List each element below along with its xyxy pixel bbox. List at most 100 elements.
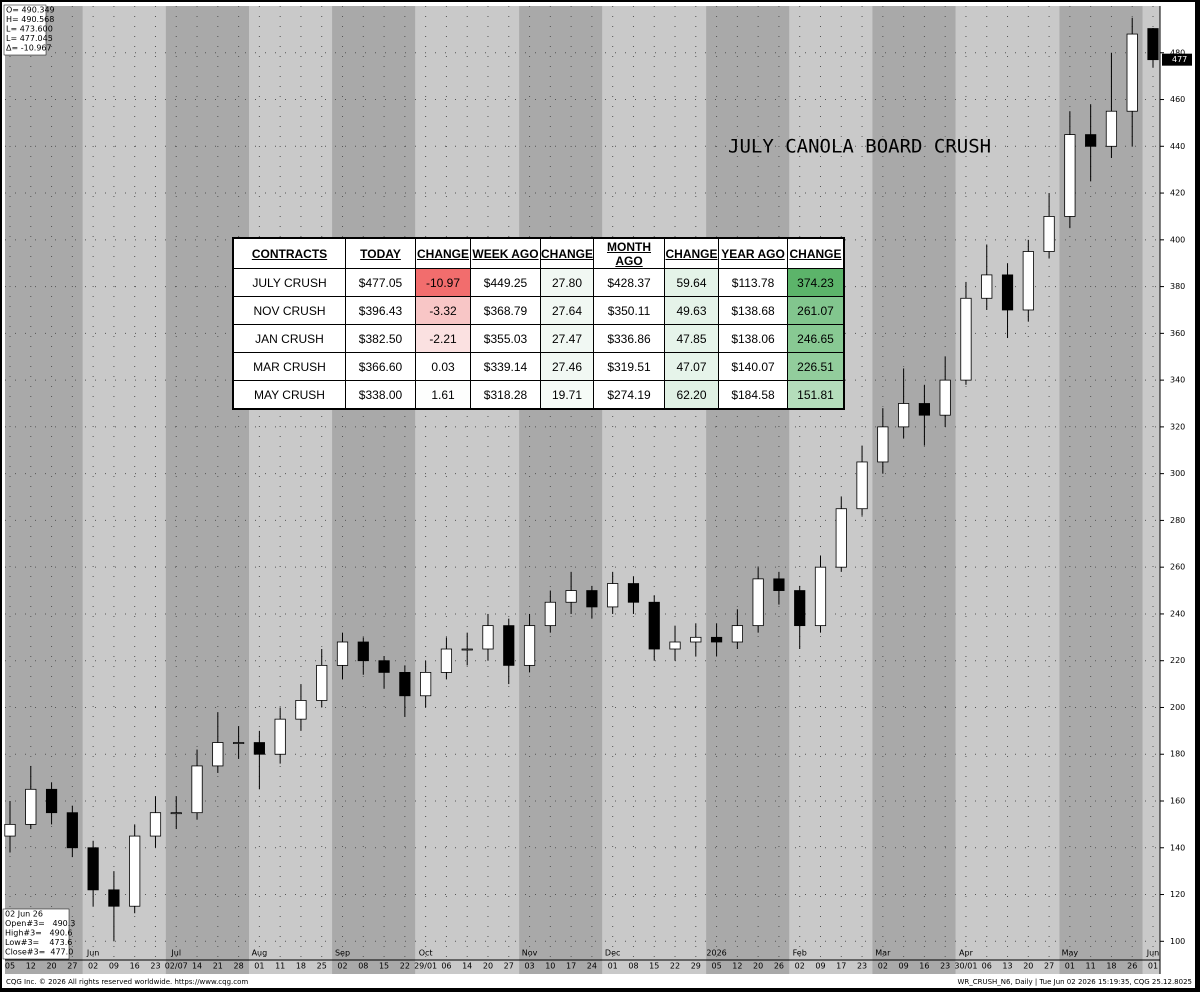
x-tick-label: 02 — [795, 962, 805, 971]
candle-body — [710, 636, 723, 643]
cell: $336.86 — [593, 324, 666, 353]
candle-body — [1147, 28, 1159, 61]
header-cell: TODAY — [345, 237, 416, 269]
candle-body — [586, 590, 598, 608]
x-tick-label: 12 — [732, 962, 742, 971]
candle-body — [918, 403, 930, 416]
x-tick-label: 02 — [878, 962, 888, 971]
x-tick-label: 20 — [46, 962, 56, 971]
header-cell: MONTH AGO — [593, 237, 666, 269]
x-tick-label: 01 — [1065, 962, 1075, 971]
candle-body — [877, 426, 889, 463]
candle-body — [752, 578, 764, 627]
x-tick-label: 18 — [296, 962, 306, 971]
x-tick-label: 05 — [711, 962, 721, 971]
cell: 59.64 — [664, 268, 720, 297]
candle-body — [1043, 216, 1055, 252]
x-tick-label: 15 — [649, 962, 659, 971]
y-tick-label: 200 — [1170, 703, 1185, 712]
candle-body — [690, 636, 702, 643]
row: NOV CRUSH $396.43 -3.32 $368.79 27.64 $350.11… — [232, 296, 845, 325]
y-tick-label: 260 — [1170, 563, 1185, 572]
x-tick-label: 06 — [982, 962, 992, 971]
cell: 62.20 — [664, 380, 720, 410]
cell: $428.37 — [593, 268, 666, 297]
cell: $140.07 — [718, 352, 789, 381]
candle-body — [461, 648, 473, 651]
candle-body — [835, 508, 847, 568]
chart-title: JULY CANOLA BOARD CRUSH — [728, 136, 991, 158]
candle-body — [212, 742, 224, 767]
cell: -10.97 — [415, 268, 471, 297]
cell: NOV CRUSH — [232, 296, 346, 325]
x-tick-label: 17 — [566, 962, 576, 971]
x-tick-label: 22 — [670, 962, 680, 971]
candle-body — [25, 788, 37, 825]
cell: $338.00 — [345, 380, 416, 410]
x-tick-label: 29 — [691, 962, 701, 971]
candle-body — [607, 583, 619, 608]
cell: -3.32 — [415, 296, 471, 325]
info-line: High#3= 490.6 — [5, 929, 72, 938]
cell: $350.11 — [593, 296, 666, 325]
x-tick-label: 20 — [753, 962, 763, 971]
month-label: May — [1062, 949, 1079, 958]
cell: 47.85 — [664, 324, 720, 353]
x-tick-label: 08 — [628, 962, 638, 971]
cell: 1.61 — [415, 380, 471, 410]
x-tick-label: 27 — [504, 962, 514, 971]
x-tick-label: 20 — [483, 962, 493, 971]
candle-body — [503, 625, 515, 666]
candle-body — [856, 461, 868, 510]
cell: $319.51 — [593, 352, 666, 381]
x-tick-label: 09 — [899, 962, 909, 971]
candle-body — [66, 812, 78, 849]
y-tick-label: 360 — [1170, 329, 1185, 338]
header-cell: CONTRACTS — [232, 237, 346, 269]
month-label: Jul — [170, 949, 181, 958]
x-tick-label: 23 — [940, 962, 950, 971]
candle-body — [939, 379, 951, 416]
y-tick-label: 240 — [1170, 609, 1185, 618]
cell: $184.58 — [718, 380, 789, 410]
candle-body — [773, 578, 785, 591]
info-line: Δ= -10.967 — [6, 44, 52, 53]
info-line: Close#3= 477.0 — [5, 948, 73, 957]
candle-body — [336, 641, 349, 666]
header-cell: CHANGE — [539, 237, 595, 269]
x-tick-label: 05 — [5, 962, 15, 971]
y-tick-label: 160 — [1170, 797, 1185, 806]
candle-body — [170, 812, 182, 815]
x-tick-label: 17 — [836, 962, 846, 971]
cell: 374.23 — [787, 268, 845, 297]
candle-body — [440, 648, 453, 673]
candle-body — [627, 583, 640, 603]
cell: MAR CRUSH — [232, 352, 346, 381]
x-tick-label: 16 — [919, 962, 929, 971]
cell: 246.65 — [787, 324, 845, 353]
month-band — [248, 6, 333, 974]
candle-body — [814, 566, 827, 627]
footer-right: WR_CRUSH_N6, Daily | Tue Jun 02 2026 15:… — [957, 978, 1192, 986]
y-tick-label: 100 — [1170, 937, 1185, 946]
month-label: Feb — [793, 949, 807, 958]
x-tick-label: 30/01 — [954, 962, 977, 971]
info-line: O= 490.349 — [6, 6, 55, 15]
info-box — [3, 4, 47, 56]
month-band — [955, 6, 1060, 974]
cell: $382.50 — [345, 324, 416, 353]
x-tick-label: 16 — [130, 962, 140, 971]
candle-body — [981, 274, 993, 299]
y-tick-label: 420 — [1170, 189, 1185, 198]
price-tag-label: 477 — [1172, 55, 1187, 64]
y-tick-label: 400 — [1170, 235, 1185, 244]
x-tick-label: 14 — [462, 962, 472, 971]
x-tick-label: 18 — [1106, 962, 1116, 971]
candle-body — [274, 718, 286, 755]
header-cell: YEAR AGO — [718, 237, 789, 269]
y-tick-label: 280 — [1170, 516, 1185, 525]
y-tick-label: 340 — [1170, 376, 1185, 385]
candle-body — [108, 889, 120, 907]
cell: JULY CRUSH — [232, 268, 346, 297]
